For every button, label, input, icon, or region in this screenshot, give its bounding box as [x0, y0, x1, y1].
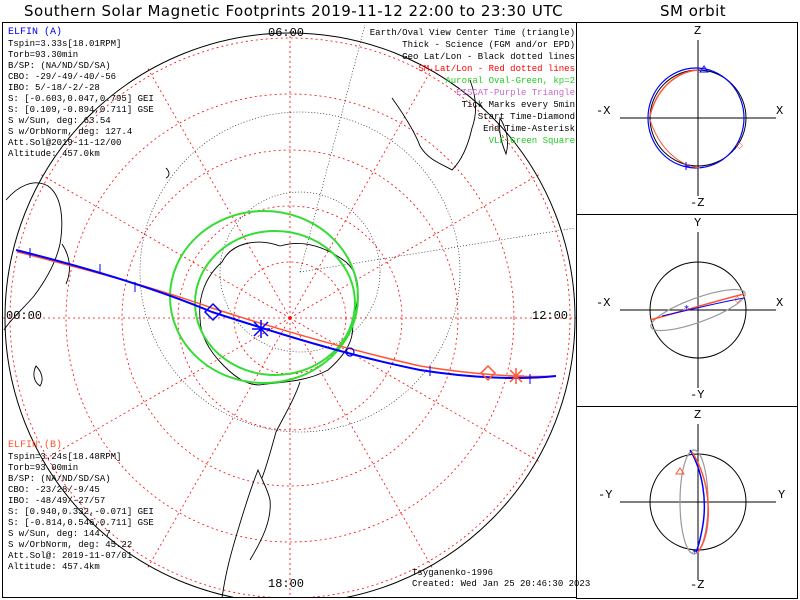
elfin-a-line: S: [-0.603,0.047,0.795] GEI	[8, 94, 154, 104]
elfin-b-line: CBO: -23/28/-9/45	[8, 485, 100, 495]
orbit-xz-left: -X	[596, 104, 611, 118]
orbit-xz-bottom: -Z	[690, 196, 705, 210]
start-diamond-marker	[203, 302, 223, 322]
svg-text:◇: ◇	[736, 141, 743, 151]
geo-latlon-grid	[139, 24, 576, 433]
svg-text:*: *	[684, 304, 689, 315]
orbit-plot-xy: * ◇	[620, 232, 776, 388]
end-asterisk-marker	[252, 320, 270, 338]
legend-item: Geo Lat/Lon - Black dotted lines	[402, 52, 575, 62]
elfin-b-line: S: [0.940,0.332,-0.071] GEI	[8, 507, 154, 517]
elfin-b-line: IBO: -48/49/-27/57	[8, 496, 106, 506]
orbit-xy-left: -X	[596, 296, 611, 310]
orbit-plot-yz: *	[620, 424, 776, 580]
orbit-xy-right: X	[776, 296, 784, 310]
elfin-a-line: Tspin=3.33s[18.01RPM]	[8, 39, 122, 49]
elfin-a-line: S w/Sun, deg: 63.54	[8, 116, 111, 126]
elfin-a-line: CBO: -29/-49/-40/-56	[8, 72, 117, 82]
mlt-label-right: 12:00	[532, 309, 569, 323]
legend-item: VLF-Green Square	[488, 136, 575, 146]
orbit-panel-yz	[576, 406, 798, 599]
orbit-yz-bottom: -Z	[690, 578, 705, 592]
map-boundary-circle	[4, 32, 576, 597]
legend-item: End Time-Asterisk	[483, 124, 575, 134]
legend-item: Start Time-Diamond	[477, 112, 575, 122]
elfin-b-line: S w/OrbNorm, deg: 45.22	[8, 540, 133, 550]
mlt-label-top: 06:00	[268, 26, 305, 40]
elfin-a-line: Altitude: 457.0km	[8, 149, 100, 159]
legend-item: EISCAT-Purple Triangle	[456, 88, 575, 98]
orbit-title: SM orbit	[660, 2, 727, 20]
elfin-b-line: Tspin=3.24s[18.48RPM]	[8, 452, 122, 462]
elfin-b-line: S w/Sun, deg: 144.7	[8, 529, 111, 539]
legend-item: Tick Marks every 5min	[461, 100, 575, 110]
auroral-oval	[169, 210, 359, 384]
legend-item: Thick - Science (FGM and/or EPD)	[402, 40, 575, 50]
elfin-b-info: Tspin=3.24s[18.48RPM] Torb=93.00min B/SP…	[8, 452, 154, 573]
footer-created: Created: Wed Jan 25 20:46:30 2023	[412, 579, 591, 589]
elfin-a-line: B/SP: (NA/ND/SD/SA)	[8, 61, 111, 71]
page-title: Southern Solar Magnetic Footprints 2019-…	[24, 2, 564, 20]
track-tick-marks	[29, 248, 531, 384]
svg-text:◇: ◇	[734, 295, 741, 305]
elfin-a-line: S w/OrbNorm, deg: 127.4	[8, 127, 133, 137]
legend-item: SM Lat/Lon - Red dotted lines	[418, 64, 575, 74]
elfin-a-line: Torb=93.30min	[8, 50, 79, 60]
mlt-label-bottom: 18:00	[268, 577, 305, 591]
orbit-xy-top: Y	[694, 216, 702, 230]
start-diamond-marker-b	[479, 364, 497, 382]
elfin-a-header: ELFIN (A)	[8, 27, 63, 38]
end-asterisk-marker-b	[508, 368, 524, 384]
view-center-marker	[345, 347, 355, 357]
orbit-xz-right: X	[776, 104, 784, 118]
elfin-b-header: ELFIN (B)	[8, 440, 63, 451]
mlt-label-left: 00:00	[6, 309, 43, 323]
sm-latlon-grid	[3, 28, 576, 597]
elfin-b-line: Torb=93.00min	[8, 463, 79, 473]
elfin-b-line: Altitude: 457.4km	[8, 562, 100, 572]
elfin-a-track	[15, 249, 557, 379]
svg-text:*: *	[692, 548, 697, 559]
orbit-xz-top: Z	[694, 24, 702, 38]
orbit-yz-left: -Y	[598, 488, 613, 502]
elfin-a-line: IBO: 5/-18/-2/-28	[8, 83, 100, 93]
legend-item: Auroral Oval-Green, kp=2	[445, 76, 575, 86]
orbit-yz-top: Z	[694, 408, 702, 422]
orbit-plot-xz: ◇	[620, 40, 776, 196]
coastlines	[3, 79, 509, 597]
elfin-a-info: Tspin=3.33s[18.01RPM] Torb=93.30min B/SP…	[8, 39, 154, 160]
footer-author: Tsyganenko-1996	[412, 568, 494, 578]
elfin-b-line: S: [-0.814,0.546,0.711] GSE	[8, 518, 154, 528]
elfin-a-line: S: [0.109,-0.894,0.711] GSE	[8, 105, 154, 115]
orbit-yz-right: Y	[778, 488, 786, 502]
elfin-b-line: B/SP: (NA/ND/SD/SA)	[8, 474, 111, 484]
legend-item: Earth/Oval View Center Time (triangle)	[369, 28, 575, 38]
elfin-a-line: Att.Sol@2019-11-12/00	[8, 138, 122, 148]
orbit-xy-bottom: -Y	[690, 388, 705, 402]
elfin-b-line: Att.Sol@: 2019-11-07/01	[8, 551, 133, 561]
